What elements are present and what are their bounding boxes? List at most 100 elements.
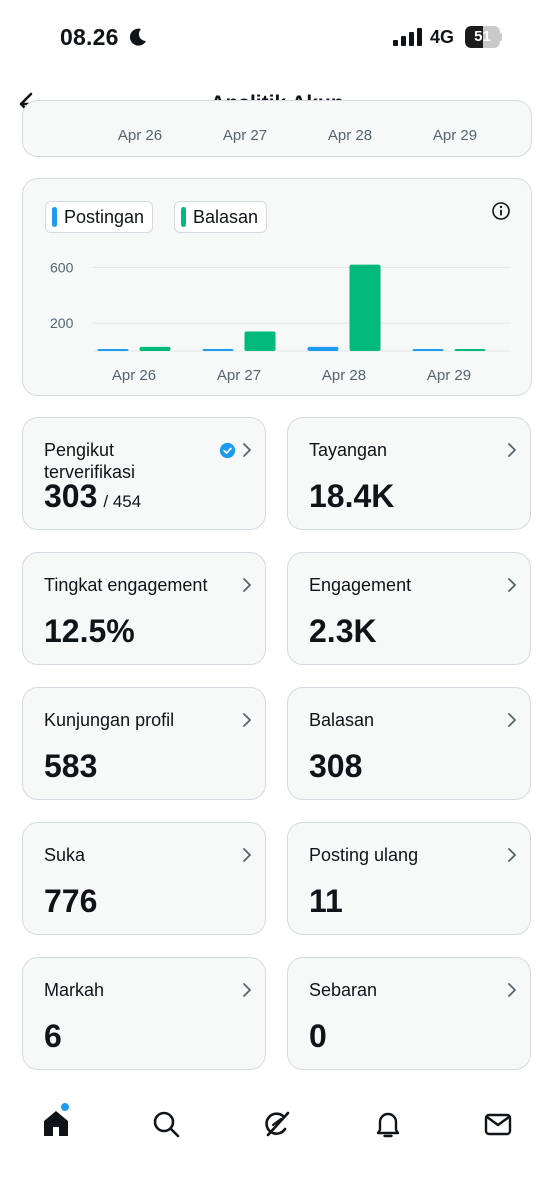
previous-chart-tick-label: Apr 27 [222,127,268,144]
legend-label-balasan: Balasan [193,206,259,227]
verified-badge-icon [219,442,236,459]
previous-chart-tick-label: Apr 26 [117,127,163,144]
chevron-right-icon [243,443,251,457]
metric-value-number: 0 [309,1018,327,1054]
metric-value-number: 2.3K [309,613,377,649]
metric-label: Balasan [309,710,375,730]
bar-chart: 200 600 Apr 26 Apr 27 Apr 28 Apr 29 [50,259,511,384]
metric-label: Markah [44,980,105,1000]
metric-value: 18.4K [309,478,394,515]
metric-card-posting-ulang[interactable]: Posting ulang 11 [287,822,531,935]
metric-value: 0 [309,1018,327,1055]
legend-swatch-balasan [181,207,186,227]
y-tick-label: 600 [50,259,74,275]
metric-card-kunjungan-profil[interactable]: Kunjungan profil 583 [22,687,266,800]
network-label: 4G [430,27,455,47]
metric-label: Engagement [309,575,412,595]
metric-label: Sebaran [309,980,378,1000]
bar-balasan-apr-27[interactable] [244,331,276,351]
bar-postingan-apr-29[interactable] [412,349,444,351]
metric-value-total: / 454 [103,492,142,511]
metric-label: Kunjungan profil [44,710,175,730]
home-unread-dot [61,1103,69,1111]
grok-icon [265,1111,290,1137]
chevron-right-icon [508,578,516,592]
chevron-right-icon [508,848,516,862]
metric-value-number: 18.4K [309,478,395,514]
metric-card-suka[interactable]: Suka 776 [22,822,266,935]
status-bar: 08.26 4G 51 [0,0,554,76]
previous-chart-card: Apr 26 Apr 27 Apr 28 Apr 29 [22,100,532,157]
notifications-icon [376,1112,400,1138]
bar-balasan-apr-26[interactable] [139,346,171,351]
notifications-tab[interactable] [372,1108,404,1140]
battery-level [465,26,483,48]
metric-value-number: 303 [44,478,98,514]
chevron-right-icon [508,443,516,457]
x-tick-label: Apr 27 [217,367,261,384]
search-icon [153,1111,180,1138]
chevron-right-icon [508,983,516,997]
metric-label: Suka [44,845,86,865]
messages-icon [484,1113,512,1136]
x-tick-label: Apr 28 [322,367,366,384]
metric-card-tayangan[interactable]: Tayangan 18.4K [287,417,531,530]
chevron-right-icon [508,713,516,727]
metric-card-markah[interactable]: Markah 6 [22,957,266,1070]
metric-value-number: 583 [44,748,98,784]
metric-card-pengikut-terverifikasi[interactable]: Pengikut terverifikasi 303 / 454 [22,417,266,530]
bar-postingan-apr-27[interactable] [202,349,234,351]
grok-tab[interactable] [261,1108,293,1140]
home-tab[interactable] [40,1108,72,1140]
battery-icon: 51 [465,26,502,48]
previous-chart-axis: Apr 26 Apr 27 Apr 28 Apr 29 [23,127,531,147]
metric-value: 303 / 454 [44,478,141,515]
legend-balasan[interactable]: Balasan [174,201,268,233]
chevron-right-icon [243,848,251,862]
metric-value-number: 6 [44,1018,62,1054]
legend-label-postingan: Postingan [64,206,145,227]
bar-postingan-apr-26[interactable] [97,349,129,351]
x-tick-label: Apr 29 [427,367,471,384]
home-icon [44,1111,68,1136]
previous-chart-tick-label: Apr 28 [327,127,373,144]
metric-value-number: 11 [309,883,343,919]
bar-balasan-apr-29[interactable] [454,349,486,351]
chevron-right-icon [243,578,251,592]
info-icon[interactable] [491,201,511,221]
activity-chart-card: Postingan Balasan 200 600 Apr 26 Apr 27 Apr … [22,178,532,396]
messages-tab[interactable] [482,1108,514,1140]
y-tick-label: 200 [50,315,74,331]
bar-balasan-apr-28[interactable] [349,264,381,351]
legend-postingan[interactable]: Postingan [45,201,154,233]
search-tab[interactable] [150,1108,182,1140]
chevron-right-icon [243,983,251,997]
metric-value: 2.3K [309,613,377,650]
metric-value: 11 [309,883,343,920]
metric-value-number: 12.5% [44,613,135,649]
metric-value: 776 [44,883,97,920]
metric-value: 12.5% [44,613,135,650]
moon-icon [129,28,146,46]
metric-card-engagement[interactable]: Engagement 2.3K [287,552,531,665]
metric-card-tingkat-engagement[interactable]: Tingkat engagement 12.5% [22,552,266,665]
bar-postingan-apr-28[interactable] [307,346,339,351]
metric-value-number: 308 [309,748,363,784]
metric-label: Tingkat engagement [44,575,208,595]
metric-card-balasan[interactable]: Balasan 308 [287,687,531,800]
x-tick-label: Apr 26 [112,367,156,384]
metric-card-sebaran[interactable]: Sebaran 0 [287,957,531,1070]
metric-label: Tayangan [309,440,388,460]
metric-value: 308 [309,748,362,785]
metric-label: Posting ulang [309,845,419,865]
signal-icon [393,28,422,46]
metric-value: 6 [44,1018,62,1055]
legend-swatch-postingan [52,207,57,227]
battery-percent: 51 [474,28,491,45]
metric-label: Pengikut terverifikasi [44,440,136,482]
tab-bar [0,1090,554,1160]
chevron-right-icon [243,713,251,727]
metric-value-number: 776 [44,883,98,919]
status-time: 08.26 [60,24,119,50]
metric-value: 583 [44,748,97,785]
